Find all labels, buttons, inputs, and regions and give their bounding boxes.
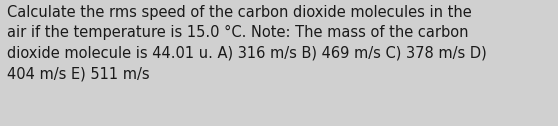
Text: Calculate the rms speed of the carbon dioxide molecules in the
air if the temper: Calculate the rms speed of the carbon di…	[7, 5, 487, 81]
